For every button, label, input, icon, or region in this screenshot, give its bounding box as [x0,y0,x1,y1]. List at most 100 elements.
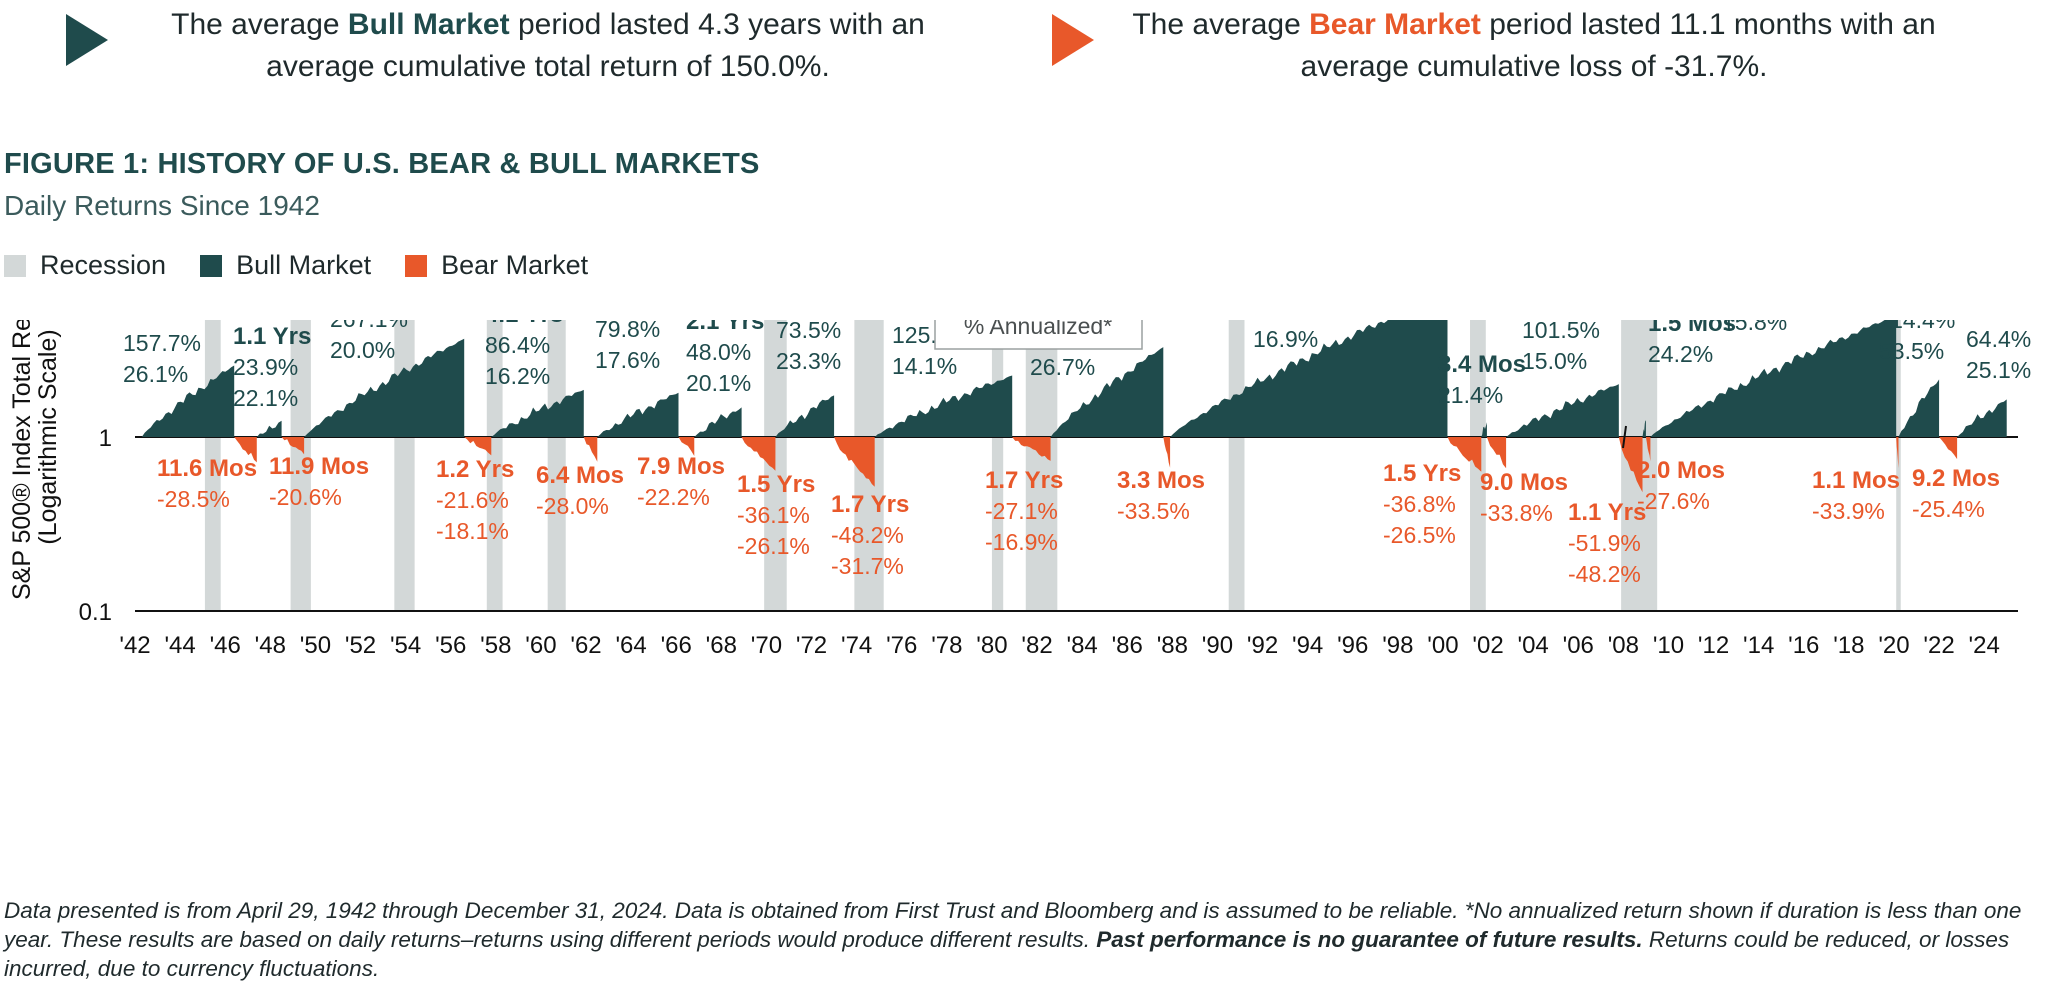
bear-duration-label: 2.0 Mos [1637,457,1725,484]
bear-market-area [1447,437,1482,472]
bear-total-return-label: -20.6% [269,484,342,510]
bull-duration-label: 1.1 Yrs [233,323,311,350]
bull-annualized-label: 15.0% [1522,348,1587,374]
bull-market-area [775,395,835,437]
x-tick-label: '16 [1788,632,1819,659]
bull-summary-text: The average Bull Market period lasted 4.… [171,8,925,83]
legend-label-bear: Bear Market [441,250,589,280]
bear-market-area [281,437,305,455]
bull-total-return-label: 48.0% [686,339,751,365]
bear-duration-label: 6.4 Mos [536,462,624,489]
x-tick-label: '88 [1157,632,1188,659]
bull-market-area [1481,422,1487,437]
footnote-text: Data presented is from April 29, 1942 th… [4,898,2022,952]
bull-market-area [141,365,235,437]
bull-duration-label: 2.1 Yrs [686,320,764,335]
bear-duration-label: 9.0 Mos [1480,469,1568,496]
bear-duration-label: 9.2 Mos [1912,465,2000,492]
recession-band [486,320,503,611]
bear-annualized-label: -26.5% [1383,522,1456,548]
bull-annualized-label: 22.1% [233,385,298,411]
y-tick-label: 0.1 [79,599,112,626]
bear-total-return-label: -51.9% [1568,530,1641,556]
x-tick-label: '90 [1202,632,1233,659]
market-history-chart: 1010.1 '42'44'46'48'50'52'54'56'58'60'62… [8,320,2044,659]
legend-label-bull: Bull Market [236,250,372,280]
callout-line [1622,425,1627,449]
bear-duration-label: 1.1 Mos [1812,467,1900,494]
bear-duration-label: 1.1 Yrs [1568,499,1646,526]
bull-market-area [1170,320,1448,437]
x-tick-label: '04 [1518,632,1549,659]
x-axis-tick-labels: '42 '44 '46 '48 '50 '52 '54 '56 '58 '60 '62 '64 '66 '… [119,632,1999,659]
x-tick-label: '06 [1563,632,1594,659]
bull-total-return-label: 101.5% [1522,320,1600,343]
bear-duration-label: 7.9 Mos [637,453,725,480]
recession-band [991,320,1004,611]
recession-band [1025,320,1058,611]
bull-total-return-label: 73.5% [776,320,841,343]
bull-triangle-icon [66,14,108,66]
bear-market-area [1012,437,1051,461]
x-tick-label: '74 [841,632,872,659]
bear-triangle-icon [1052,14,1094,66]
x-tick-label: '92 [1247,632,1278,659]
bull-market-area [1898,379,1940,437]
recession-band [764,320,787,611]
bear-duration-label: 1.5 Yrs [1383,460,1461,487]
bear-total-return-label: -28.0% [536,493,609,519]
bull-annualized-label: 20.1% [686,370,751,396]
bull-annualized-label: 26.1% [123,361,188,387]
x-tick-label: '86 [1112,632,1143,659]
bull-annualized-label: 17.6% [595,347,660,373]
x-tick-label: '14 [1743,632,1774,659]
x-tick-label: '42 [119,632,150,659]
key-box-annualized: % Annualized* [964,320,1112,339]
bull-market-area [256,420,282,437]
bull-total-return-label: 64.4% [1966,326,2031,352]
bull-total-return-label: 23.9% [233,354,298,380]
x-tick-label: '66 [661,632,692,659]
bear-market-area [583,437,598,462]
bull-annualized-label: 16.2% [485,363,550,389]
y-axis-tick-labels: 1010.1 [79,425,112,626]
legend-item-bull: Bull Market [200,250,371,281]
bull-summary: The average Bull Market period lasted 4.… [66,4,966,94]
market-areas [141,320,2007,493]
duration-key-box: Duration% Total Return% Annualized* [934,320,1143,350]
legend-swatch-bull [200,254,223,277]
bear-duration-label: 1.7 Yrs [831,491,909,518]
legend-swatch-recession [4,254,26,277]
x-tick-label: '68 [706,632,737,659]
footnote-currency-note: Returns could be reduced, or losses incu… [4,927,2010,981]
recession-band [547,320,566,611]
y-axis-label-line2: (Logarithmic Scale) [34,329,62,544]
x-tick-label: '22 [1923,632,1954,659]
x-tick-label: '62 [570,632,601,659]
x-tick-label: '78 [931,632,962,659]
bear-total-return-label: -36.1% [737,502,810,528]
bull-total-return-label: 24.2% [1648,341,1713,367]
x-tick-label: '48 [255,632,286,659]
recession-band [1228,320,1245,611]
bull-total-return-label: 79.8% [595,320,660,342]
bull-duration-label: 4.1 Yrs [123,320,201,326]
bull-market-area [1642,420,1646,437]
bear-total-return-label: -25.4% [1912,496,1985,522]
legend-item-bear: Bear Market [405,250,588,281]
bear-market-area [678,437,695,456]
x-tick-label: '64 [615,632,646,659]
bull-duration-label: 1.5 Mos [1648,320,1736,337]
x-tick-label: '72 [796,632,827,659]
bull-market-area [304,338,465,437]
bear-market-area [741,437,776,471]
bull-market-area [1050,347,1164,437]
bear-summary-text: The average Bear Market period lasted 11… [1132,8,1936,83]
y-tick-label: 1 [99,425,112,452]
bull-annualized-label: 25.1% [1966,357,2031,383]
bear-total-return-label: -33.8% [1480,500,1553,526]
bear-duration-label: 11.9 Mos [269,453,369,480]
bull-total-return-label: 86.4% [485,332,550,358]
bear-market-area [834,437,875,487]
